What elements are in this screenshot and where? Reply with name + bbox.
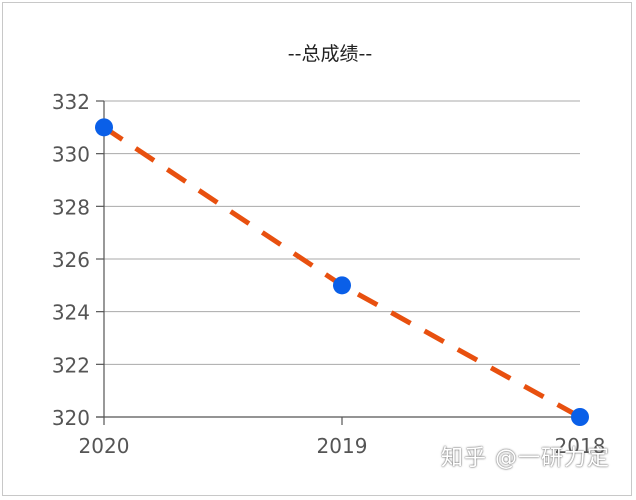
y-tick-label-324: 324 xyxy=(52,301,90,325)
chart-frame xyxy=(2,2,632,496)
data-point-2019 xyxy=(333,276,351,295)
x-tick-label-2018: 2018 xyxy=(555,434,606,458)
y-tick-label-330: 330 xyxy=(52,143,90,167)
y-tick-label-332: 332 xyxy=(52,90,90,114)
x-tick-label-2019: 2019 xyxy=(317,434,368,458)
grid-lines xyxy=(104,100,580,365)
y-tick-label-326: 326 xyxy=(52,248,90,272)
series-line-path xyxy=(102,125,582,420)
y-tick-label-328: 328 xyxy=(52,195,90,219)
y-tick-label-322: 322 xyxy=(52,353,90,377)
data-point-2020 xyxy=(95,118,113,137)
watermark-text: 知乎 @一研力定 xyxy=(441,446,610,471)
y-tick-label-320: 320 xyxy=(52,406,90,430)
chart-title: --总成绩-- xyxy=(288,43,372,65)
x-axis-ticks: 2020 2019 2018 xyxy=(79,417,606,458)
y-axis-ticks: 320 322 324 326 328 330 332 xyxy=(52,90,104,430)
x-tick-label-2020: 2020 xyxy=(79,434,130,458)
data-point-2018 xyxy=(571,408,589,426)
series-line xyxy=(102,125,582,420)
data-points xyxy=(95,118,589,426)
